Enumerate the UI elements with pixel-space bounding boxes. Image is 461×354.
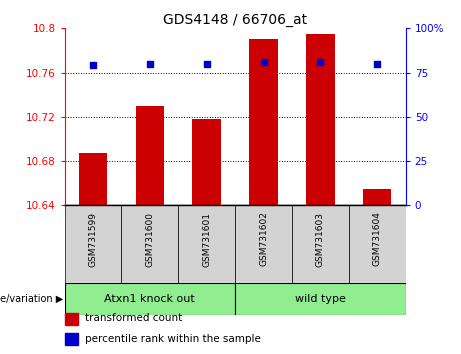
Bar — [235, 205, 292, 283]
Point — [89, 63, 97, 68]
Point — [203, 61, 210, 67]
Text: transformed count: transformed count — [85, 313, 182, 323]
Title: GDS4148 / 66706_at: GDS4148 / 66706_at — [163, 13, 307, 27]
Bar — [249, 39, 278, 205]
Bar — [121, 205, 178, 283]
Text: GSM731601: GSM731601 — [202, 212, 211, 267]
Point — [317, 59, 324, 65]
Text: GSM731604: GSM731604 — [373, 212, 382, 267]
Bar — [65, 333, 78, 345]
Point — [260, 59, 267, 65]
Point — [373, 61, 381, 67]
Bar — [292, 205, 349, 283]
Bar — [235, 283, 406, 315]
Text: wild type: wild type — [295, 294, 346, 304]
Bar — [136, 106, 164, 205]
Text: percentile rank within the sample: percentile rank within the sample — [85, 334, 261, 344]
Text: Atxn1 knock out: Atxn1 knock out — [105, 294, 195, 304]
Bar — [363, 189, 391, 205]
Bar — [65, 205, 121, 283]
Bar — [178, 205, 235, 283]
Text: GSM731599: GSM731599 — [89, 212, 97, 267]
Text: GSM731602: GSM731602 — [259, 212, 268, 267]
Bar — [193, 119, 221, 205]
Bar — [349, 205, 406, 283]
Bar — [65, 283, 235, 315]
Text: GSM731603: GSM731603 — [316, 212, 325, 267]
Point — [146, 61, 154, 67]
Text: GSM731600: GSM731600 — [145, 212, 154, 267]
Text: genotype/variation ▶: genotype/variation ▶ — [0, 294, 64, 304]
Bar — [79, 153, 107, 205]
Bar — [306, 34, 335, 205]
Bar — [65, 313, 78, 325]
